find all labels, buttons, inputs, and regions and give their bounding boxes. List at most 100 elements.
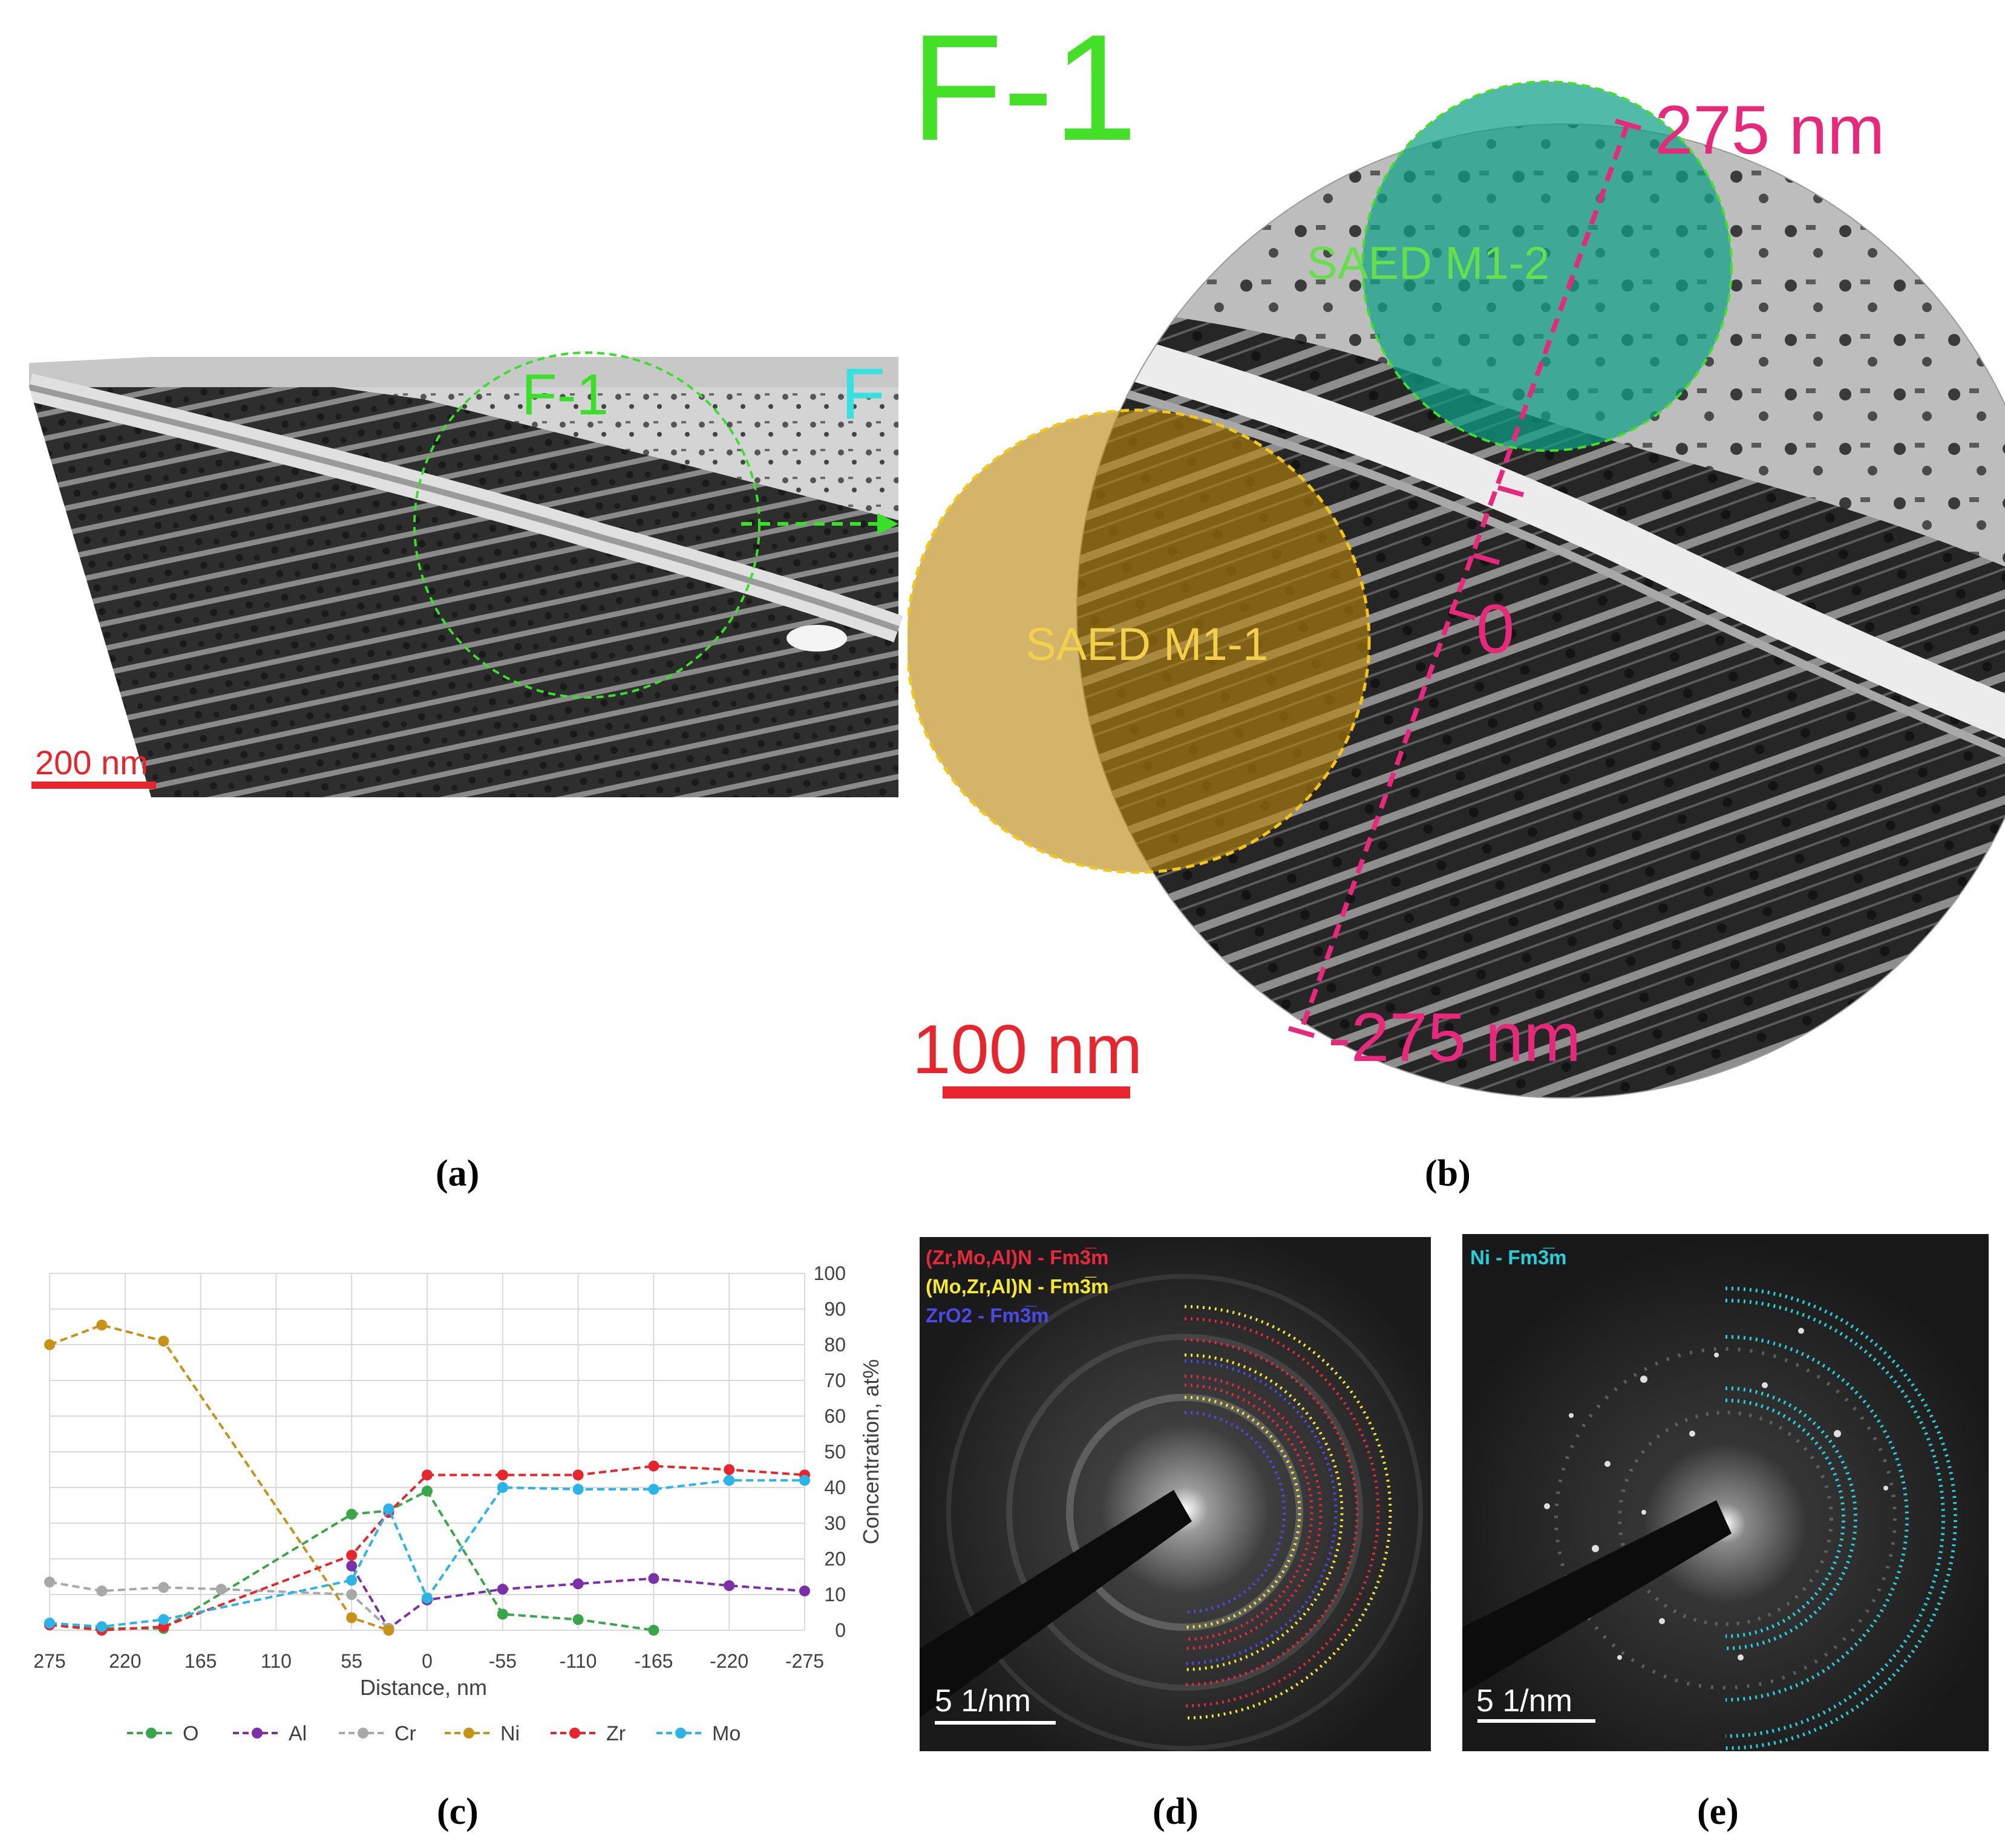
data-point-mo	[724, 1475, 735, 1486]
data-point-ni	[96, 1319, 108, 1331]
legend-marker-ni	[463, 1728, 474, 1739]
data-point-zr	[346, 1550, 358, 1561]
y-tick-label: 80	[824, 1334, 846, 1356]
x-tick-label: 0	[422, 1650, 433, 1672]
legend-marker-o	[146, 1728, 157, 1739]
x-tick-label: 55	[341, 1650, 362, 1672]
legend-marker-mo	[675, 1728, 686, 1739]
data-point-ni	[346, 1612, 358, 1624]
phase-labels-e: Ni - Fm3̅m	[1470, 1243, 1567, 1272]
data-point-ni	[383, 1625, 394, 1636]
legend-label-al: Al	[289, 1722, 307, 1745]
x-tick-label: -110	[560, 1650, 597, 1672]
y-tick-label: 10	[824, 1584, 846, 1605]
data-point-o	[422, 1485, 433, 1497]
caption-e: (e)	[1697, 1791, 1739, 1832]
phase-label: Ni - Fm3̅m	[1470, 1246, 1567, 1268]
data-point-o	[648, 1625, 659, 1636]
data-point-cr	[96, 1585, 108, 1597]
x-axis-label: Distance, nm	[360, 1675, 487, 1700]
scale-bar-d-label: 5 1/nm	[935, 1683, 1031, 1719]
caption-b: (b)	[1425, 1153, 1471, 1194]
scale-bar-e-label: 5 1/nm	[1476, 1683, 1572, 1719]
line-top-label: 275 nm	[1655, 92, 1885, 169]
data-point-cr	[158, 1582, 169, 1593]
data-point-zr	[724, 1464, 735, 1475]
data-point-mo	[383, 1503, 394, 1515]
data-point-cr	[44, 1576, 55, 1588]
saed-m1-2-label: SAED M1-2	[1307, 238, 1550, 289]
legend-marker-al	[252, 1728, 263, 1739]
data-point-ni	[44, 1339, 55, 1350]
panel-a-image	[0, 0, 908, 798]
y-axis-label: Concentration, at%	[859, 1359, 883, 1544]
series-line-al	[350, 1565, 805, 1630]
data-point-al	[346, 1560, 358, 1572]
saed-m1-2-region	[1361, 80, 1733, 452]
y-tick-label: 70	[824, 1370, 846, 1391]
data-point-al	[648, 1573, 659, 1584]
y-tick-label: 30	[824, 1512, 846, 1534]
y-tick-label: 100	[814, 1262, 846, 1284]
panel-b-image	[908, 80, 2005, 1099]
data-point-ni	[158, 1336, 169, 1347]
data-point-al	[572, 1578, 584, 1590]
y-tick-label: 20	[824, 1548, 846, 1570]
data-point-o	[346, 1509, 358, 1520]
x-tick-label: 275	[33, 1650, 65, 1672]
data-point-al	[724, 1580, 735, 1592]
legend-label-zr: Zr	[606, 1722, 626, 1745]
series-line-cr	[49, 1581, 390, 1630]
x-tick-label: 165	[185, 1650, 217, 1672]
caption-d: (d)	[1153, 1791, 1199, 1832]
region-label-f1: F-1	[522, 362, 609, 427]
data-point-o	[572, 1614, 584, 1625]
legend-label-ni: Ni	[500, 1722, 520, 1745]
x-tick-label: -55	[489, 1650, 517, 1672]
data-point-zr	[497, 1469, 508, 1481]
data-point-cr	[346, 1589, 358, 1600]
phase-labels-d: (Zr,Mo,Al)N - Fm3̅m (Mo,Zr,Al)N - Fm3̅m Zr…	[926, 1243, 1109, 1330]
x-tick-label: 220	[109, 1650, 141, 1672]
scale-bar-b-label: 100 nm	[912, 1011, 1143, 1088]
legend-marker-zr	[569, 1728, 580, 1739]
scale-bar-b-line	[943, 1086, 1130, 1099]
data-point-mo	[572, 1483, 584, 1495]
x-tick-label: -165	[634, 1650, 673, 1672]
data-point-mo	[497, 1482, 508, 1493]
data-point-zr	[422, 1469, 433, 1481]
scale-bar-d-line	[935, 1721, 1056, 1725]
caption-c: (c)	[437, 1791, 479, 1832]
y-tick-label: 90	[824, 1298, 846, 1320]
y-tick-label: 50	[824, 1441, 846, 1463]
line-zero-label: 0	[1476, 591, 1515, 668]
y-tick-label: 60	[824, 1405, 846, 1427]
data-point-al	[799, 1585, 810, 1597]
data-point-al	[497, 1584, 508, 1595]
legend-label-o: O	[183, 1722, 198, 1745]
scale-bar-a-line	[31, 782, 156, 789]
y-tick-label: 40	[824, 1477, 846, 1498]
legend-label-mo: Mo	[712, 1722, 741, 1745]
legend-label-cr: Cr	[394, 1722, 416, 1745]
y-tick-label: 0	[835, 1619, 846, 1641]
panel-e-saed	[1462, 1234, 1989, 1751]
data-point-zr	[648, 1460, 659, 1472]
concentration-chart: 275 220 165 110 55 0 -55 -110 -165 -220 -275 0 10 20…	[33, 1262, 883, 1745]
data-point-mo	[96, 1621, 108, 1633]
caption-a: (a)	[436, 1153, 480, 1194]
legend-marker-cr	[358, 1728, 368, 1739]
data-point-mo	[422, 1592, 433, 1604]
panel-d-saed	[920, 1237, 1431, 1751]
data-point-cr	[215, 1584, 227, 1595]
data-point-mo	[44, 1618, 55, 1629]
phase-label: ZrO2 - Fm3̅m	[926, 1304, 1049, 1327]
scale-bar-a-label: 200 nm	[35, 743, 148, 782]
data-point-zr	[572, 1469, 584, 1481]
data-point-o	[497, 1608, 508, 1620]
x-tick-label: -275	[785, 1650, 824, 1672]
phase-label: (Zr,Mo,Al)N - Fm3̅m	[926, 1246, 1109, 1268]
panel-b-title: F-1	[911, 3, 1137, 172]
line-bottom-label: -275 nm	[1328, 999, 1581, 1076]
x-tick-label: 110	[261, 1650, 292, 1672]
